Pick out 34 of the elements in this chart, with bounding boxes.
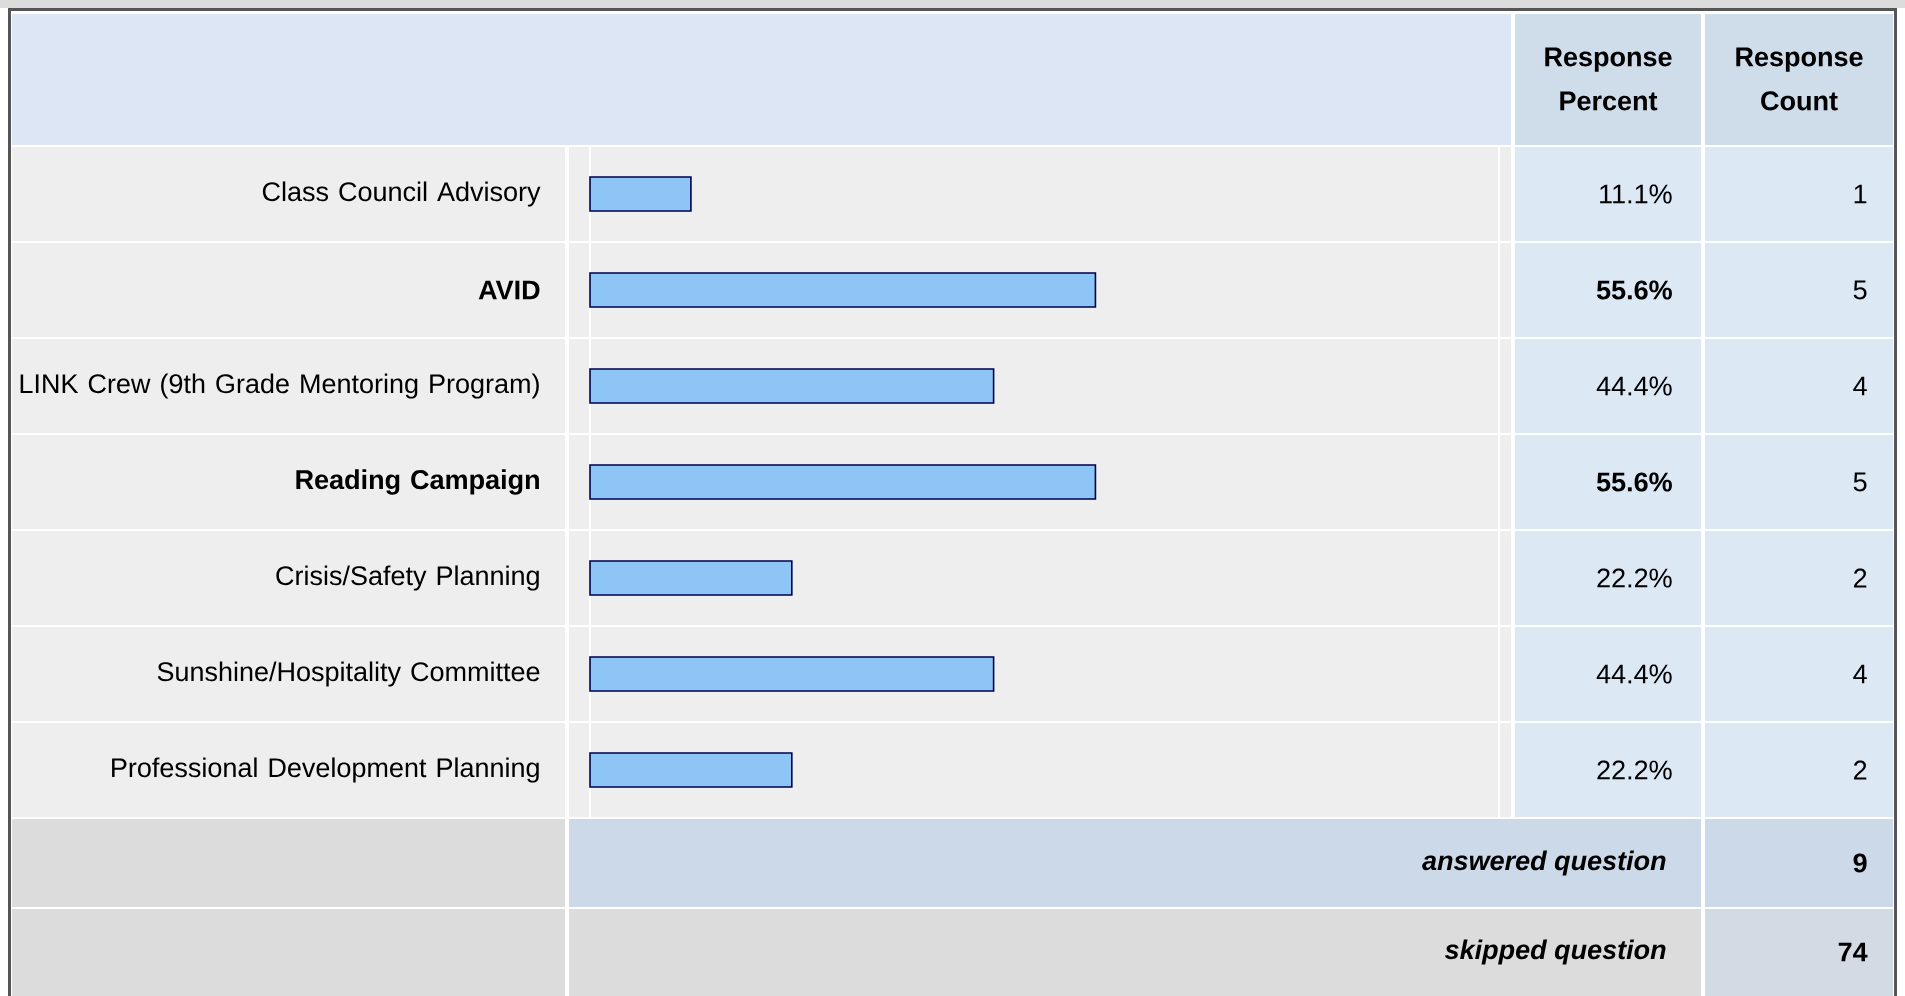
y-tick-label: Sunshine/Hospitality Committee — [157, 661, 540, 687]
bar — [589, 752, 793, 788]
data-label: 55.6% — [1596, 280, 1672, 300]
y-tick-label: Professional Development Planning — [112, 757, 539, 783]
data-label: 22.2% — [1597, 760, 1672, 780]
y-tick-label: Crisis/Safety Planning — [276, 565, 539, 591]
data-label: 44.4% — [1596, 664, 1672, 684]
y-tick-label: Class Council Advisory — [262, 181, 541, 207]
bar — [589, 272, 1097, 308]
text: 2 — [1853, 568, 1867, 588]
bar — [589, 368, 995, 404]
text: 4 — [1853, 376, 1867, 396]
bar — [589, 464, 1097, 500]
text: 1 — [1854, 184, 1867, 204]
text: 5 — [1853, 280, 1867, 300]
bar — [589, 176, 692, 212]
y-tick-label: AVID — [478, 280, 540, 300]
text: 74 — [1838, 942, 1868, 962]
text: Response Percent — [1545, 47, 1672, 111]
text: 5 — [1853, 472, 1867, 492]
bar — [589, 656, 995, 692]
data-label: 55.6% — [1596, 472, 1672, 492]
bar — [589, 560, 793, 596]
data-label: 11.1% — [1600, 184, 1672, 204]
text: 9 — [1853, 853, 1867, 873]
text: answered question — [1422, 850, 1666, 876]
text: Response Count — [1736, 47, 1863, 111]
text: skipped question — [1444, 939, 1666, 965]
y-tick-label: LINK Crew (9th Grade Mentoring Program) — [20, 373, 539, 399]
data-label: 44.4% — [1596, 376, 1672, 396]
text: 2 — [1853, 760, 1867, 780]
text: 4 — [1853, 664, 1867, 684]
data-label: 22.2% — [1597, 568, 1672, 588]
y-tick-label: Reading Campaign — [296, 469, 539, 495]
